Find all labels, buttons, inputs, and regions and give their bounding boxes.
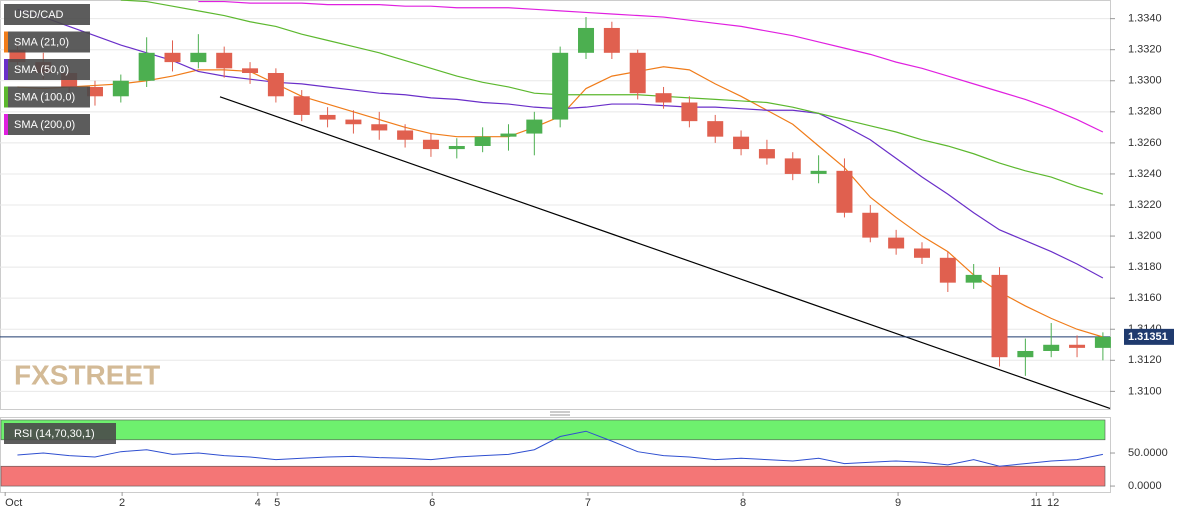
candle-body (397, 130, 414, 140)
candle-body (862, 212, 879, 238)
candle-body (112, 80, 129, 97)
candle-body (190, 52, 207, 63)
x-tick-label: 5 (274, 497, 280, 509)
y-tick-label: 1.3100 (1128, 385, 1162, 397)
y-tick-label: 1.3340 (1128, 13, 1162, 25)
legend-label: USD/CAD (14, 9, 64, 21)
candle-body (267, 72, 284, 97)
line (198, 0, 1104, 133)
y-tick-label: 1.3200 (1128, 230, 1162, 242)
legend-box (4, 4, 90, 25)
candle-body (242, 68, 259, 73)
candle-body (1094, 336, 1111, 348)
candle-body (733, 136, 750, 150)
y-tick-label: 1.3300 (1128, 75, 1162, 87)
x-tick-label: 9 (895, 497, 901, 509)
x-tick-label: Oct (5, 497, 22, 509)
x-tick-label: 12 (1047, 497, 1059, 509)
candle-body (965, 274, 982, 283)
line (120, 0, 1104, 195)
candle-body (86, 86, 103, 97)
candle-body (422, 139, 439, 150)
candle-body (836, 170, 853, 213)
candle-body (655, 93, 672, 103)
candle-body (578, 27, 595, 53)
legend-box (4, 423, 116, 444)
rsi-zone (0, 419, 1106, 441)
candle-body (216, 52, 233, 69)
legend-label: SMA (21,0) (14, 36, 69, 48)
watermark: FXSTREET (14, 359, 160, 390)
legend-swatch (4, 59, 8, 80)
y-tick-label: 50.0000 (1128, 447, 1168, 459)
y-tick-label: 1.3220 (1128, 199, 1162, 211)
legend-swatch (4, 86, 8, 108)
y-tick-label: 1.3180 (1128, 261, 1162, 273)
candle-body (991, 274, 1008, 358)
candle-body (629, 52, 646, 94)
candle-body (293, 96, 310, 115)
candle-body (1069, 344, 1086, 348)
legend-label: SMA (100,0) (14, 91, 75, 103)
candle-body (448, 145, 465, 150)
candle-body (319, 114, 336, 120)
y-tick-label: 1.3260 (1128, 137, 1162, 149)
legend-box (4, 86, 90, 108)
candle-body (939, 257, 956, 283)
legend-box (4, 114, 90, 135)
trendline (219, 96, 1111, 410)
y-tick-label: 0.0000 (1128, 480, 1162, 492)
y-tick-label: 1.3320 (1128, 44, 1162, 56)
legend-swatch (4, 114, 8, 135)
legend-box (4, 59, 90, 80)
candle-body (913, 248, 930, 258)
candle-body (1017, 350, 1034, 358)
candle-body (681, 102, 698, 122)
y-tick-label: 1.3280 (1128, 106, 1162, 118)
legend-box (4, 31, 90, 53)
y-tick-label: 1.3120 (1128, 354, 1162, 366)
candle-body (474, 136, 491, 146)
last-price-label: 1.31351 (1128, 331, 1168, 343)
line (17, 430, 1103, 467)
candle-body (526, 119, 543, 134)
candle-body (138, 52, 155, 81)
candle-body (758, 149, 775, 159)
legend-label: SMA (200,0) (14, 119, 75, 131)
candle-body (784, 158, 801, 174)
candle-body (552, 52, 569, 120)
x-tick-label: 11 (1031, 497, 1042, 509)
x-tick-label: 6 (429, 497, 435, 509)
x-tick-label: 2 (119, 497, 125, 509)
y-tick-label: 1.3160 (1128, 292, 1162, 304)
x-tick-label: 7 (585, 497, 591, 509)
legend-label: RSI (14,70,30,1) (14, 428, 95, 440)
candle-body (707, 121, 724, 137)
y-tick-label: 1.3240 (1128, 168, 1162, 180)
candle-body (500, 133, 517, 137)
last-price-box (1124, 328, 1174, 345)
candle-body (371, 124, 388, 131)
candle-body (1043, 344, 1060, 351)
candle-body (345, 119, 362, 125)
rsi-zone (0, 465, 1106, 487)
legend-swatch (4, 31, 8, 53)
candle-body (810, 170, 827, 174)
x-tick-label: 4 (255, 497, 261, 509)
candle-body (164, 52, 181, 63)
legend-label: SMA (50,0) (14, 64, 69, 76)
x-tick-label: 8 (740, 497, 746, 509)
candle-body (888, 237, 905, 249)
rsi-panel (0, 417, 1111, 493)
candle-body (603, 27, 620, 53)
